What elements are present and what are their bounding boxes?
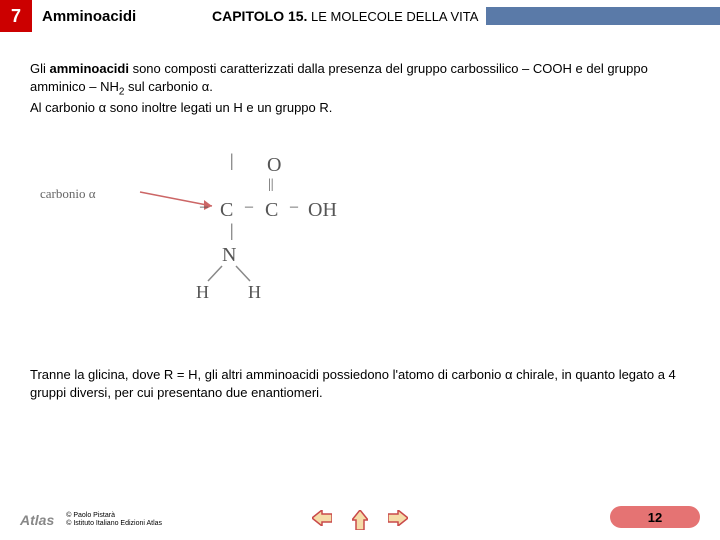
svg-text:–: – (244, 198, 254, 215)
chapter-rest: LE MOLECOLE DELLA VITA (307, 9, 478, 24)
section-title: Amminoacidi (32, 8, 212, 25)
svg-text:|: | (230, 150, 234, 170)
paragraph-1: Gli amminoacidi sono composti caratteriz… (0, 32, 720, 116)
svg-text:C: C (220, 199, 233, 221)
svg-text:N: N (222, 244, 236, 266)
prev-arrow-icon[interactable] (312, 510, 332, 526)
paragraph-2: Tranne la glicina, dove R = H, gli altri… (0, 366, 720, 401)
p1-end: sul carbonio α. (124, 79, 212, 94)
molecule-svg: | – C – C – OH || O | N H H (100, 146, 400, 316)
atlas-logo: Atlas (20, 512, 54, 528)
svg-text:H: H (248, 282, 261, 302)
up-arrow-icon[interactable] (352, 510, 368, 530)
credit-line-2: © Istituto Italiano Edizioni Atlas (66, 520, 162, 528)
carbon-alpha-label: carbonio α (40, 186, 96, 202)
header-accent-bar (486, 7, 720, 25)
slide-footer: Atlas © Paolo Pistarà © Istituto Italian… (0, 512, 720, 528)
chapter-label: CAPITOLO 15. LE MOLECOLE DELLA VITA (212, 8, 478, 24)
chapter-bold: CAPITOLO 15. (212, 8, 307, 24)
svg-text:H: H (196, 282, 209, 302)
credit-line-1: © Paolo Pistarà (66, 512, 162, 520)
next-arrow-icon[interactable] (388, 510, 408, 526)
nav-arrows (312, 510, 408, 530)
p1-pre: Gli (30, 61, 50, 76)
svg-text:–: – (199, 198, 209, 215)
p1-bold: amminoacidi (50, 61, 129, 76)
svg-text:O: O (267, 154, 281, 176)
svg-text:OH: OH (308, 199, 337, 221)
svg-text:C: C (265, 199, 278, 221)
slide-header: 7 Amminoacidi CAPITOLO 15. LE MOLECOLE D… (0, 0, 720, 32)
p1-line2: Al carbonio α sono inoltre legati un H e… (30, 100, 332, 115)
svg-text:|: | (230, 220, 234, 240)
svg-text:||: || (268, 177, 274, 192)
page-number-badge: 12 (610, 506, 700, 528)
credits: © Paolo Pistarà © Istituto Italiano Ediz… (66, 512, 162, 527)
section-number-badge: 7 (0, 0, 32, 32)
molecule-diagram: carbonio α | – C – C – OH || O | N H H (100, 146, 400, 316)
svg-text:–: – (289, 198, 299, 215)
